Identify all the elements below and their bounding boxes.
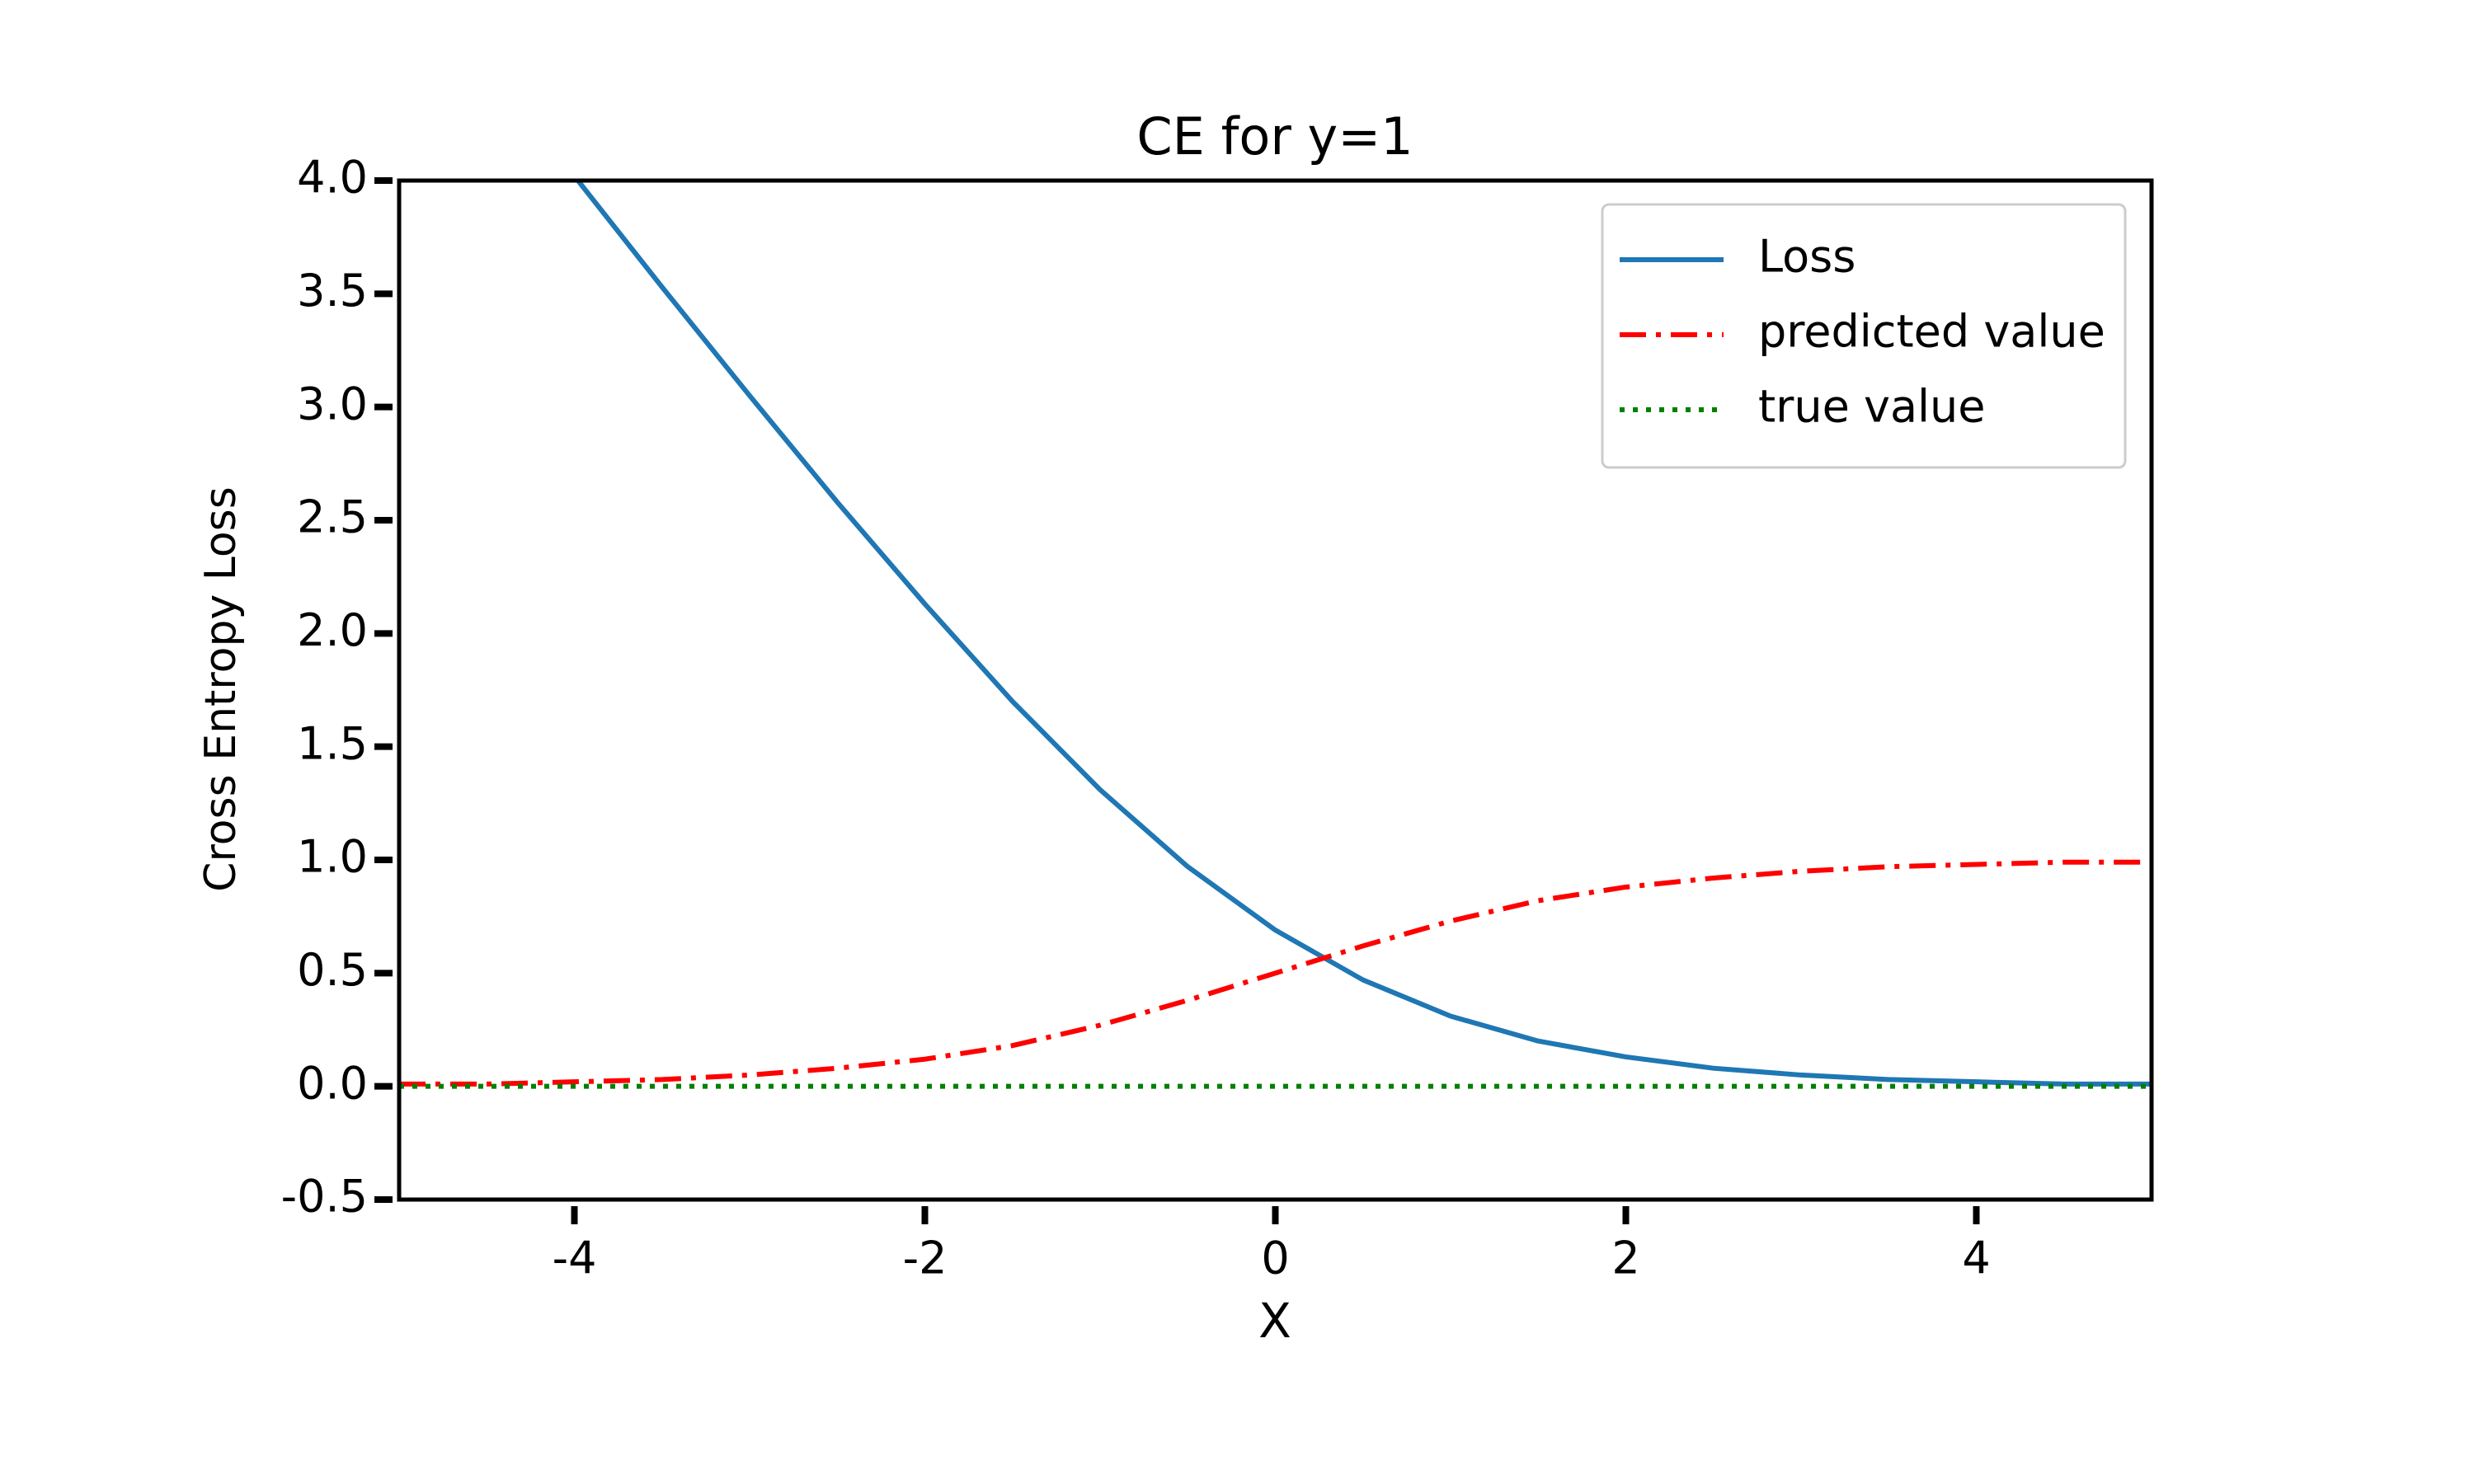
x-tick-label: 4 — [1962, 1233, 1990, 1284]
y-tick-label: 3.5 — [297, 265, 368, 317]
x-axis-label: X — [1258, 1293, 1291, 1349]
y-tick-label: 0.5 — [297, 944, 368, 996]
legend: Loss predicted value true value — [1601, 203, 2127, 469]
series-line — [575, 181, 2152, 1087]
x-tick-label: 0 — [1261, 1233, 1289, 1284]
y-tick-label: 1.0 — [297, 831, 368, 883]
series-line — [399, 859, 2152, 1087]
x-tick-label: 2 — [1611, 1233, 1639, 1284]
y-tick-label: -0.5 — [281, 1171, 368, 1223]
legend-label: Loss — [1758, 231, 1856, 283]
y-axis-label: Cross Entropy Loss — [196, 486, 246, 892]
x-tick-label: -4 — [553, 1233, 597, 1284]
y-tick-label: 1.5 — [297, 717, 368, 769]
legend-label: true value — [1758, 381, 1985, 433]
chart-title: CE for y=1 — [1136, 106, 1413, 167]
x-tick-label: -2 — [903, 1233, 948, 1284]
y-tick-label: 2.5 — [297, 491, 368, 543]
y-tick-label: 4.0 — [297, 152, 368, 204]
y-tick-label: 0.0 — [297, 1057, 368, 1109]
axes-frame — [397, 178, 2154, 1202]
y-tick-label: 2.0 — [297, 604, 368, 656]
legend-label: predicted value — [1758, 306, 2105, 358]
legend-box — [1601, 203, 2127, 469]
plot-area — [399, 181, 2152, 1089]
y-tick-label: 3.0 — [297, 378, 368, 430]
